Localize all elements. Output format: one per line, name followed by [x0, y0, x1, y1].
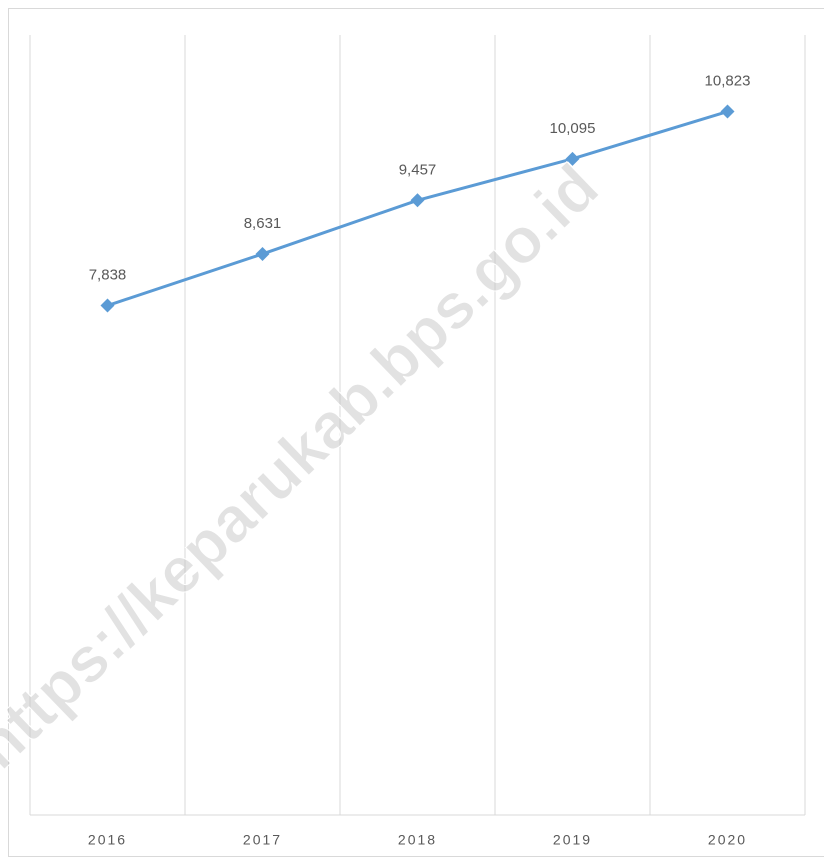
x-tick-label: 2019	[553, 832, 592, 848]
x-tick-label: 2020	[708, 832, 747, 848]
data-label: 8,631	[244, 215, 282, 232]
data-label: 7,838	[89, 266, 127, 283]
marker	[255, 246, 270, 261]
marker	[410, 193, 425, 208]
chart-frame	[8, 8, 824, 857]
x-tick-label: 2018	[398, 832, 437, 848]
data-label: 9,457	[399, 161, 437, 178]
marker	[565, 151, 580, 166]
marker	[100, 298, 115, 313]
x-tick-label: 2016	[88, 832, 127, 848]
data-label: 10,823	[705, 72, 751, 89]
plot: 7,838 8,631 9,457 10,095 10,823	[89, 72, 751, 313]
grid: 2016 2017 2018 2019 2020	[29, 35, 806, 848]
marker	[720, 104, 735, 119]
data-label: 10,095	[550, 120, 596, 137]
x-tick-label: 2017	[243, 832, 282, 848]
